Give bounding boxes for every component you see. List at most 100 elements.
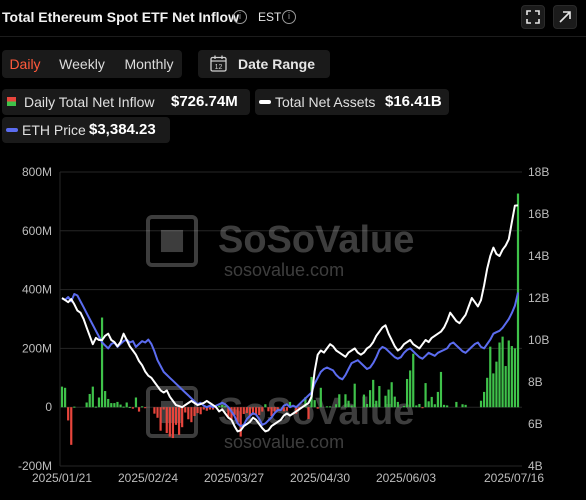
x-tick-label: 2025/07/16 [484,471,544,485]
white-line-icon [259,100,271,104]
legend-label: ETH Price [22,122,86,138]
inflow-bar [171,407,175,439]
left-tick-label: 600M [22,224,52,238]
inflow-bar [350,405,353,408]
tab-monthly[interactable]: Monthly [124,56,174,72]
inflow-bar [128,406,131,408]
chart-lines [61,204,519,433]
tab-daily[interactable]: Daily [9,56,41,72]
legend-value: $16.41B [385,93,442,110]
inflow-bar [122,406,125,408]
inflow-bar [513,348,517,408]
inflow-bar [464,404,467,408]
inflow-bar [248,407,252,416]
inflow-bar [261,407,264,412]
inflow-bar [267,407,270,412]
date-range-label: Date Range [238,56,316,72]
legend-eth-price[interactable]: ETH Price $3,384.23 [2,117,170,143]
watermark-logo-icon [160,229,184,253]
legend-value: $726.74M [171,93,238,110]
page-title: Total Ethereum Spot ETF Net Inflow [2,9,239,25]
inflow-bar [347,400,350,408]
inflow-bar [94,406,97,408]
right-tick-label: 14B [528,249,549,263]
inflow-bar [418,403,421,408]
right-tick-label: 10B [528,333,549,347]
inflow-bar [446,405,449,408]
date-range-button[interactable]: 12 Date Range [198,50,330,78]
inflow-bar [270,407,273,417]
inflow-bar [125,402,128,408]
inflow-bar [442,404,446,408]
inflow-bar [288,401,292,408]
inflow-bar [162,407,165,410]
inflow-bar [211,407,215,410]
inflow-bar [325,406,329,408]
inflow-chart[interactable]: SoSoValuesosovalue.comSoSoValuesosovalue… [0,150,586,500]
inflow-bar [369,390,372,408]
inflow-bar [88,393,91,408]
watermark-brand: SoSoValue [218,219,414,261]
legend-daily-inflow[interactable]: Daily Total Net Inflow $726.74M [2,89,250,115]
inflow-bar [421,407,424,409]
inflow-bar [227,407,230,418]
inflow-bar [362,394,366,408]
watermark-url: sosovalue.com [224,260,344,280]
inflow-bar [156,407,159,418]
inflow-bar [328,406,332,408]
inflow-bar [73,406,76,408]
inflow-bar [384,395,387,408]
inflow-bar [489,346,492,408]
inflow-bar [353,383,356,408]
share-button[interactable] [553,5,577,29]
inflow-bar [119,404,122,408]
right-tick-label: 8B [528,375,543,389]
inflow-bar [239,407,242,437]
inflow-bar [402,406,406,408]
left-tick-label: 0 [45,400,52,414]
timezone-info-icon[interactable]: i [282,10,296,24]
inflow-bar [455,401,458,408]
inflow-bar [165,407,168,434]
svg-text:12: 12 [215,64,223,71]
inflow-bar [85,402,88,408]
inflow-bar [174,407,178,425]
inflow-bar [100,317,104,408]
inflow-bar [255,407,258,415]
inflow-bar [199,407,202,415]
tab-weekly[interactable]: Weekly [59,56,105,72]
inflow-bar [273,407,276,412]
inflow-bar [335,404,338,408]
calendar-icon: 12 [210,55,227,72]
inflow-bar [313,400,316,408]
inflow-bar [365,403,369,408]
x-tick-label: 2025/03/27 [204,471,264,485]
info-icon[interactable]: i [233,10,247,24]
legend-total-net-assets[interactable]: Total Net Assets $16.41B [255,89,449,115]
inflow-bar [486,377,489,408]
inflow-bar [137,407,141,412]
inflow-bar [144,407,147,409]
inflow-bar [245,407,248,414]
inflow-bar [110,403,113,408]
inflow-bar [97,397,101,408]
inflow-bar [60,386,64,408]
legend-label: Daily Total Net Inflow [24,94,155,110]
left-tick-label: 400M [22,283,52,297]
inflow-bar [390,382,393,408]
bar-swatch-icon [7,97,16,106]
right-tick-label: 16B [528,207,549,221]
fullscreen-button[interactable] [521,5,545,29]
inflow-bar [264,404,267,408]
header: Total Ethereum Spot ETF Net Inflow i EST… [0,0,586,36]
inflow-bar [344,394,347,408]
x-tick-label: 2025/02/24 [118,471,178,485]
left-tick-label: 200M [22,341,52,355]
inflow-bar [177,407,181,435]
inflow-bar [439,371,443,408]
inflow-bar [67,407,70,421]
inflow-bar [242,407,245,414]
inflow-bar [433,404,436,408]
inflow-bar [153,407,156,414]
inflow-bar [233,407,236,415]
